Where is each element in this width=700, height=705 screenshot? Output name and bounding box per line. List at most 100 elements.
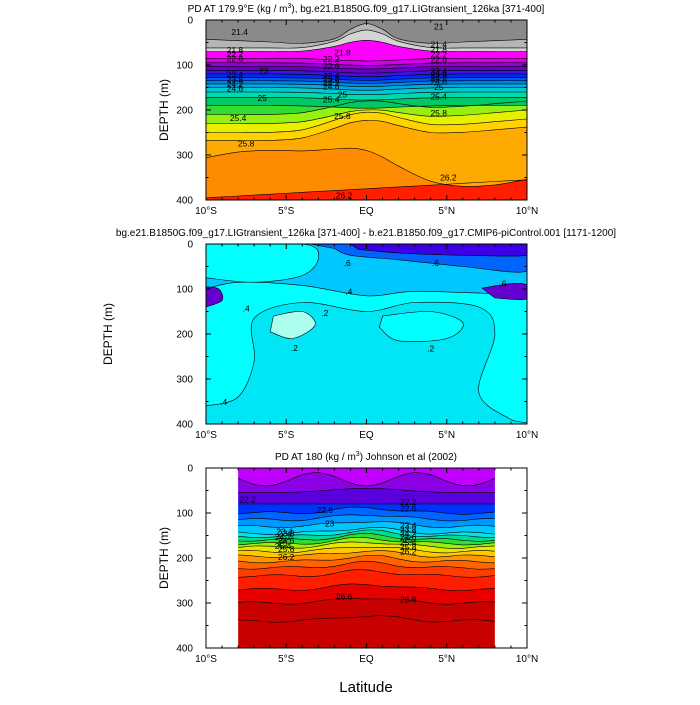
x-tick-label: 10°S (195, 430, 217, 441)
panel-1-contour-labels: 21.421.822.222.62323.423.824.224.62525.4… (227, 21, 457, 200)
contour-label: 23.4 (276, 526, 293, 536)
contour-label: .2 (291, 343, 298, 353)
y-tick-label: 0 (187, 464, 193, 475)
x-tick-label: 5°N (438, 654, 455, 665)
contour-label: 23.8 (227, 74, 244, 84)
contour-band (238, 468, 495, 486)
contour-label: 25.4 (275, 541, 292, 551)
contour-label: .2 (321, 308, 328, 318)
x-tick-label: 10°S (195, 654, 217, 665)
x-tick-label: 10°S (195, 206, 217, 217)
contour-label: 23 (259, 66, 269, 76)
y-tick-label: 0 (187, 240, 193, 251)
x-tick-label: 10°N (516, 654, 538, 665)
contour-line (238, 537, 495, 546)
contour-line (206, 111, 527, 133)
contour-label: .6 (344, 258, 351, 268)
contour-label: 24.6 (430, 77, 447, 87)
contour-label: 24.6 (323, 82, 340, 92)
y-tick-label: 100 (176, 285, 193, 296)
contour-band (378, 311, 464, 342)
contour-line (238, 532, 495, 542)
contour-label: 21.4 (430, 39, 447, 49)
contour-band (206, 20, 527, 44)
y-tick-label: 400 (176, 644, 193, 655)
contour-line (238, 487, 495, 494)
contour-line (238, 615, 495, 623)
contour-band (269, 310, 316, 339)
contour-line (206, 80, 527, 84)
panel-3-contour-fill (238, 468, 495, 648)
y-tick-label: 100 (176, 61, 193, 72)
panel-1-ylabel: DEPTH (m) (157, 79, 171, 141)
contour-label: 23.4 (430, 66, 447, 76)
contour-line (238, 527, 495, 535)
contour-label: 26.6 (336, 591, 353, 601)
contour-label: 25 (257, 93, 267, 103)
contour-line (206, 62, 527, 66)
contour-line (206, 66, 527, 70)
contour-line (206, 91, 527, 96)
x-tick-label: 5°S (278, 430, 295, 441)
contour-label: 24.2 (323, 78, 340, 88)
y-tick-label: 200 (176, 106, 193, 117)
contour-line (206, 83, 527, 87)
contour-label: 25.8 (278, 544, 295, 554)
contour-label: 22.2 (239, 495, 256, 505)
panel-3-ticks: 10°S 5°S EQ 5°N 10°N 0 100 200 300 400 (176, 464, 538, 666)
contour-line (206, 119, 527, 141)
contour-label: 21.8 (334, 47, 351, 57)
contour-label: 22.6 (323, 61, 340, 71)
contour-line (206, 70, 527, 74)
contour-line (238, 569, 495, 578)
contour-line (238, 472, 495, 487)
x-tick-label: EQ (359, 430, 374, 441)
contour-line (238, 506, 495, 515)
contour-line (206, 87, 527, 91)
contour-label: 24.2 (227, 79, 244, 89)
contour-label: 25.8 (430, 108, 447, 118)
no-data-mask (494, 468, 495, 648)
x-tick-label: 5°N (438, 206, 455, 217)
contour-label: 21.8 (430, 45, 447, 55)
panel-1-ticks: 10°S 5°S EQ 5°N 10°N 0 100 200 300 400 (176, 16, 538, 218)
y-tick-label: 300 (176, 375, 193, 386)
contour-line (238, 550, 495, 558)
contour-label: 22.6 (430, 55, 447, 65)
contour-line (238, 546, 495, 554)
contour-label: 24.6 (227, 83, 244, 93)
contour-label: 25.8 (400, 542, 417, 552)
contour-line (238, 521, 495, 529)
contour-label: 23.8 (400, 525, 417, 535)
panel-2-ticks: 10°S 5°S EQ 5°N 10°N 0 100 200 300 400 (176, 240, 538, 442)
contour-label: 25 (403, 535, 413, 545)
x-tick-label: 5°S (278, 206, 295, 217)
x-tick-label: EQ (359, 206, 374, 217)
panel-2-difference: bg.e21.B1850G.f09_g17.LIGtransient_126ka… (101, 228, 616, 441)
contour-band (349, 244, 527, 257)
contour-label: 26.2 (336, 191, 353, 201)
contour-label: .6 (432, 258, 439, 268)
y-tick-label: 100 (176, 509, 193, 520)
contour-line (206, 77, 527, 81)
panel-3-contour-labels: 22.222.62323.423.824.224.62525.425.826.2… (239, 495, 416, 605)
contour-label: .6 (499, 279, 506, 289)
no-data-mask (238, 468, 239, 648)
contour-line (206, 100, 527, 115)
contour-label: 22.6 (227, 53, 244, 63)
panel-2-contour-fill (206, 244, 527, 424)
x-tick-label: 10°N (516, 206, 538, 217)
contour-line (206, 39, 527, 52)
contour-band (481, 283, 527, 300)
contour-line (206, 147, 527, 187)
contour-label: 25 (434, 82, 444, 92)
x-tick-label: 5°N (438, 430, 455, 441)
contour-label: 21 (434, 21, 444, 31)
contour-label: 22.2 (227, 49, 244, 59)
contour-line (206, 105, 527, 109)
contour-line (206, 109, 527, 124)
contour-line (238, 529, 495, 538)
contour-label: 22.2 (430, 50, 447, 60)
contour-label: 24.2 (400, 528, 417, 538)
contour-label: 23.4 (323, 71, 340, 81)
